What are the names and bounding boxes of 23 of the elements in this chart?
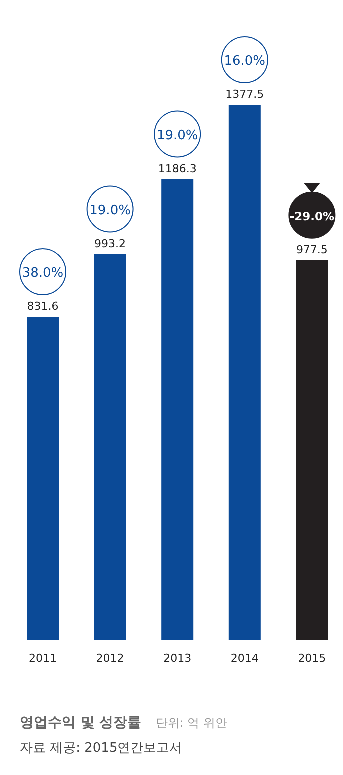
text: 영업수익 및 성장률: [20, 715, 142, 731]
data-label: 977.5: [296, 243, 328, 256]
x-tick-label: 2011: [29, 652, 57, 665]
annotation: 19.0%: [156, 128, 198, 144]
data-label: 831.6: [27, 300, 59, 314]
bar: [162, 179, 194, 640]
text: 단위: 억 위안: [156, 716, 228, 730]
data-label: 1377.5: [226, 88, 264, 101]
x-tick-label: 2015: [298, 652, 326, 665]
data-label: 993.2: [94, 237, 126, 250]
x-tick-label: 2012: [96, 652, 124, 665]
text: 16.0%: [224, 54, 266, 69]
x-tick-label: 2013: [164, 652, 192, 665]
bar: [27, 317, 59, 640]
data-label: 1186.3: [158, 162, 197, 176]
bar: [296, 260, 328, 640]
bar: [228, 105, 261, 640]
annotation: 19.0%: [90, 203, 131, 218]
bar: [94, 254, 126, 640]
annotation: 38.0%: [22, 266, 64, 282]
text: 자료 제공: 2015연간보고서: [20, 741, 183, 756]
x-tick-label: 2014: [230, 652, 259, 665]
annotation: -29.0%: [290, 209, 336, 224]
